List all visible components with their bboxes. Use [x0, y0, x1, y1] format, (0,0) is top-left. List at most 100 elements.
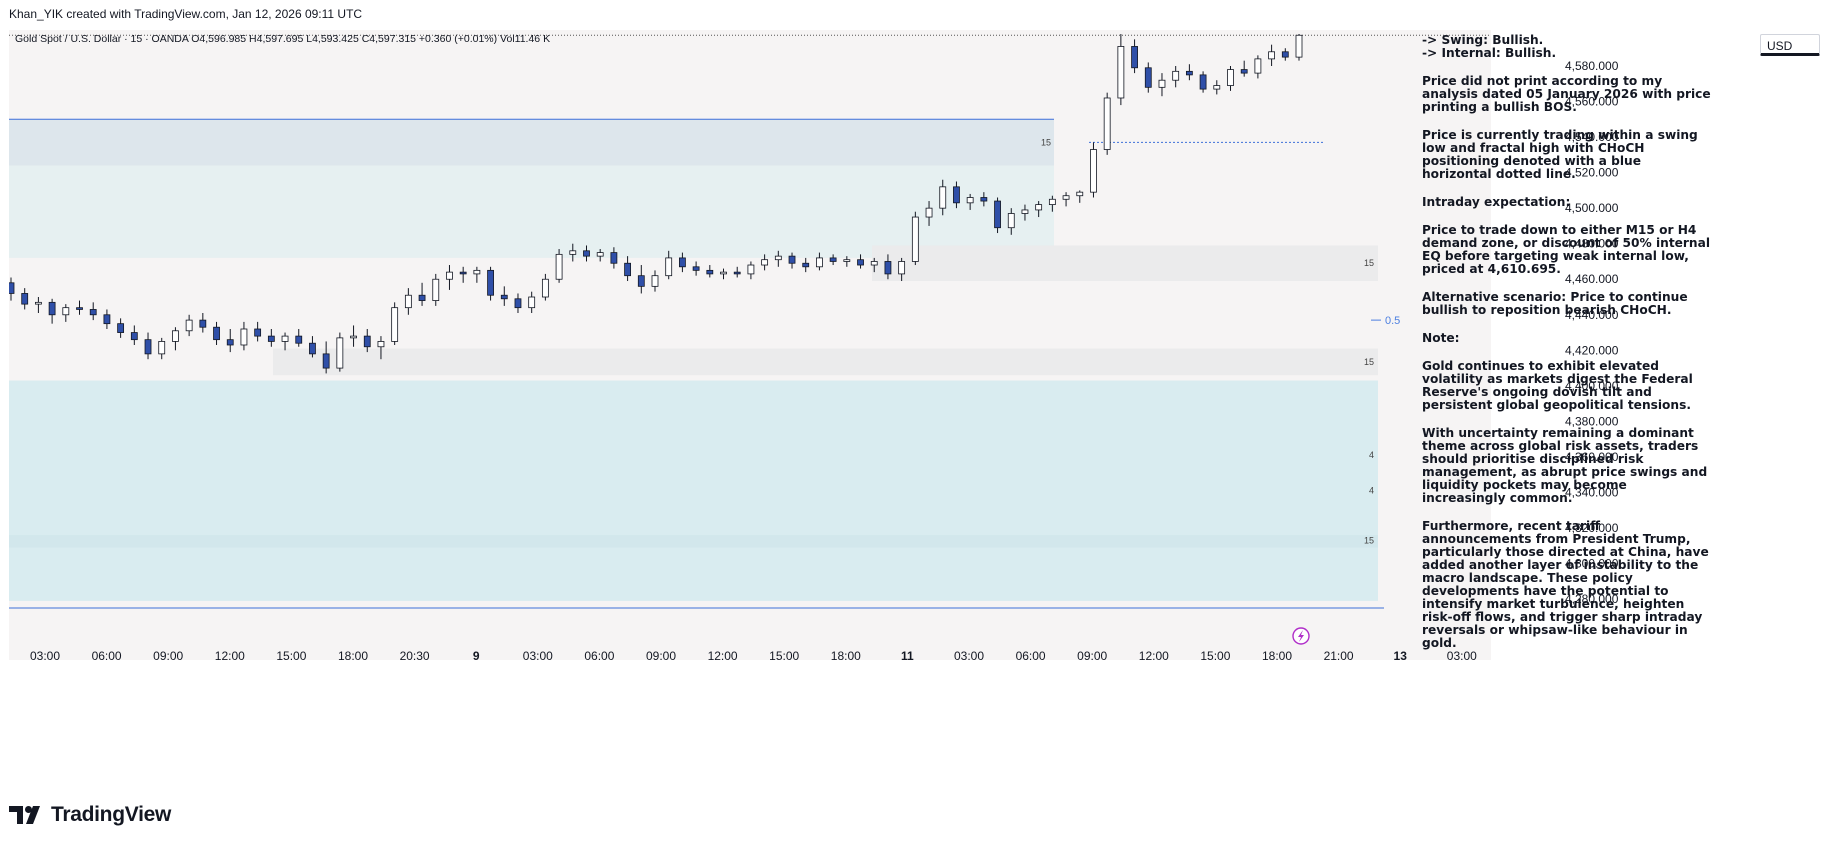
equilibrium-label: 0.5	[1385, 315, 1400, 327]
y-tick-label: 4,400.000	[1565, 379, 1619, 393]
x-tick-label: 20:30	[400, 649, 430, 663]
candle-body	[254, 328, 262, 337]
note-line: Price did not print according to my anal…	[1422, 74, 1711, 114]
candle-body	[665, 257, 673, 277]
candle-body	[747, 264, 755, 275]
candle-body	[870, 261, 878, 266]
candle-body	[1144, 67, 1152, 88]
note-line: Intraday expectation:	[1422, 195, 1571, 209]
candle-body	[1281, 51, 1289, 58]
y-tick-label: 4,320.000	[1565, 521, 1619, 535]
price-chart[interactable]: 15 15 4 4 15 15 0.5 Gold Spot / U.S. Dollar · 1…	[7, 26, 1755, 788]
chart-svg[interactable]: 15 15 4 4 15 15 0.5 Gold Spot / U.S. Dollar · 1…	[7, 26, 1755, 788]
x-tick-label: 03:00	[30, 649, 60, 663]
candle-body	[117, 323, 125, 333]
candle-body	[610, 252, 618, 264]
note-line: Price to trade down to either M15 or H4 …	[1422, 223, 1711, 276]
candle-body	[1090, 149, 1097, 193]
zone-label: 15	[1364, 258, 1374, 268]
candle-body	[213, 326, 220, 341]
candle-body	[1254, 58, 1262, 74]
candle-body	[432, 278, 440, 301]
candle-body	[733, 271, 741, 275]
candle-body	[1117, 46, 1125, 99]
y-tick-label: 4,460.000	[1565, 272, 1619, 286]
chart-legend: Gold Spot / U.S. Dollar · 15 · OANDA O4,…	[15, 33, 550, 45]
candle-body	[391, 307, 399, 342]
candle-body	[350, 335, 357, 339]
candle-body	[446, 271, 453, 280]
x-tick-label: 12:00	[1139, 649, 1169, 663]
note-paragraph: Price did not print according to my anal…	[1422, 75, 1712, 114]
m15-zone-3	[9, 535, 1378, 548]
candle-body	[980, 197, 988, 202]
choch-label: 15	[1041, 137, 1051, 147]
note-paragraph: Note:	[1422, 332, 1712, 345]
x-tick-label: 09:00	[153, 649, 183, 663]
candle-body	[596, 252, 604, 257]
x-tick-label: 9	[473, 649, 480, 663]
currency-button[interactable]: USD	[1760, 34, 1820, 56]
candle-body	[706, 269, 714, 275]
candle-body	[35, 301, 42, 305]
x-tick-label: 06:00	[1016, 649, 1046, 663]
y-tick-label: 4,360.000	[1565, 450, 1619, 464]
candle-body	[692, 266, 700, 271]
candle-body	[802, 262, 810, 268]
candle-body	[309, 342, 316, 355]
x-tick-label: 09:00	[1077, 649, 1107, 663]
x-tick-label: 15:00	[1200, 649, 1230, 663]
x-tick-label: 03:00	[954, 649, 984, 663]
tradingview-brand[interactable]: TradingView	[9, 803, 171, 827]
candle-body	[281, 335, 289, 342]
candle-body	[377, 341, 385, 348]
candle-body	[103, 314, 111, 325]
note-line: -> Swing: Bullish.	[1422, 33, 1544, 47]
x-tick-label: 03:00	[1447, 649, 1477, 663]
upper-teal-zone	[9, 165, 1054, 258]
x-tick-label: 11	[901, 649, 914, 663]
candle-body	[898, 261, 906, 275]
candle-body	[1295, 34, 1303, 58]
candle-body	[514, 298, 522, 309]
x-tick-label: 15:00	[276, 649, 306, 663]
candle-body	[1158, 79, 1166, 88]
x-tick-label: 13	[1394, 649, 1408, 663]
candle-body	[1103, 97, 1111, 150]
h4-demand-zone	[9, 380, 1378, 601]
note-paragraph: Intraday expectation:	[1422, 196, 1712, 209]
x-tick-label: 21:00	[1324, 649, 1354, 663]
candle-body	[404, 294, 412, 309]
candle-body	[994, 200, 1001, 229]
candle-body	[1076, 191, 1084, 197]
x-tick-label: 18:00	[831, 649, 861, 663]
candle-body	[473, 269, 481, 275]
candle-body	[1227, 69, 1234, 86]
candle-body	[637, 275, 645, 287]
candle-body	[1213, 85, 1221, 90]
candle-body	[7, 282, 15, 294]
candle-body	[62, 307, 70, 316]
y-tick-label: 4,540.000	[1565, 130, 1619, 144]
candle-body	[583, 250, 590, 257]
candle-body	[1131, 46, 1138, 69]
candle-body	[528, 296, 536, 309]
candle-body	[774, 255, 782, 261]
candle-body	[267, 335, 275, 342]
note-paragraph: Price to trade down to either M15 or H4 …	[1422, 224, 1712, 276]
candle-body	[459, 271, 467, 275]
x-tick-label: 12:00	[708, 649, 738, 663]
y-tick-label: 4,280.000	[1565, 592, 1619, 606]
candle-body	[185, 319, 193, 332]
note-line: Gold continues to exhibit elevated volat…	[1422, 359, 1693, 412]
y-tick-label: 4,440.000	[1565, 308, 1619, 322]
candle-body	[1007, 213, 1015, 229]
lightning-icon[interactable]	[1292, 627, 1310, 645]
zone-label: 15	[1364, 535, 1374, 545]
candle-body	[130, 332, 138, 341]
candle-body	[363, 335, 371, 348]
candle-body	[1185, 70, 1193, 76]
note-line: Furthermore, recent tariff announcements…	[1422, 519, 1709, 650]
candle-body	[569, 250, 577, 255]
x-tick-label: 06:00	[584, 649, 614, 663]
